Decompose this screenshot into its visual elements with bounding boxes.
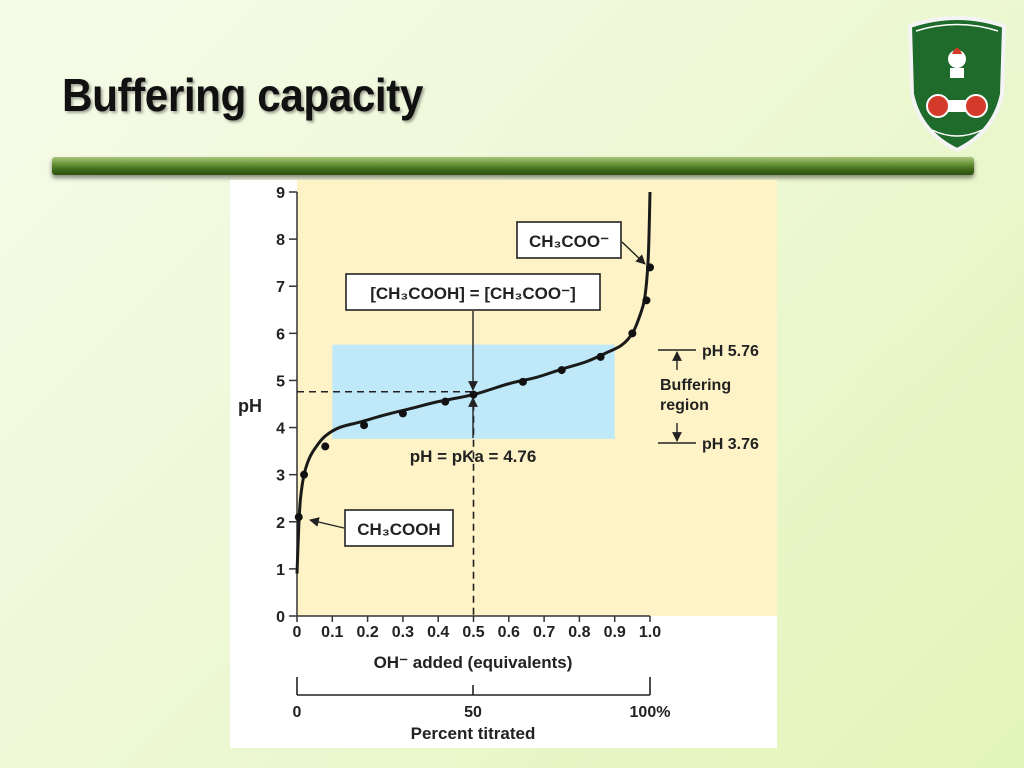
data-point — [360, 421, 369, 430]
data-point — [294, 513, 303, 522]
acid-arrow — [309, 517, 345, 529]
y-tick-label-1: 1 — [276, 562, 285, 579]
data-point — [628, 329, 637, 338]
slide-title: Buffering capacity — [62, 69, 423, 121]
data-point — [300, 470, 309, 479]
y-tick-label-5: 5 — [276, 373, 285, 390]
x-tick-label-7: 0.7 — [533, 624, 555, 641]
y-tick-label-4: 4 — [276, 421, 285, 438]
percent-tick-label-0: 0 — [293, 704, 302, 721]
data-point — [646, 263, 654, 272]
y-tick-label-2: 2 — [276, 515, 285, 532]
x-axis-label: OH⁻ added (equivalents) — [374, 653, 573, 672]
y-tick-label-7: 7 — [276, 279, 285, 296]
acetate-label-box — [516, 221, 622, 259]
ph-upper-label: pH 5.76 — [702, 343, 759, 360]
percent-axis-label: Percent titrated — [411, 724, 536, 743]
y-tick-label-9: 9 — [276, 185, 285, 202]
ph-lower-label: pH 3.76 — [702, 436, 759, 453]
x-tick-label-4: 0.4 — [427, 624, 449, 641]
equal-conc-label: [CH₃COOH] = [CH₃COO⁻] — [370, 284, 576, 303]
buffering-region-label-line1: Buffering — [660, 377, 731, 394]
x-tick-label-9: 0.9 — [604, 624, 626, 641]
university-crest-icon — [907, 16, 1007, 153]
acid-label-box — [344, 509, 454, 547]
x-tick-label-10: 1.0 — [639, 624, 661, 641]
data-point — [441, 397, 450, 406]
data-point — [557, 366, 566, 375]
data-point — [321, 442, 330, 451]
percent-tick-label-100: 100% — [630, 704, 671, 721]
y-tick-label-0: 0 — [276, 609, 285, 626]
acid-label: CH₃COOH — [357, 520, 440, 539]
y-tick-label-6: 6 — [276, 326, 285, 343]
data-point — [596, 352, 605, 361]
pka-label: pH = pKa = 4.76 — [410, 447, 537, 466]
data-point — [642, 296, 651, 305]
y-tick-label-8: 8 — [276, 232, 285, 249]
titration-figure: 0 1 2 3 4 5 6 7 8 9 0 0.1 0.2 0.3 0.4 0.5 0.6 0.7 0.8 0.9 1… — [230, 180, 777, 748]
acetate-arrow — [621, 241, 646, 265]
y-axis-label: pH — [238, 396, 262, 416]
titration-chart: 0 1 2 3 4 5 6 7 8 9 0 0.1 0.2 0.3 0.4 0.5 0.6 0.7 0.8 0.9 1… — [238, 180, 777, 743]
y-tick-label-3: 3 — [276, 468, 285, 485]
x-tick-label-2: 0.2 — [356, 624, 378, 641]
data-point — [518, 377, 527, 386]
x-tick-label-1: 0.1 — [321, 624, 343, 641]
x-tick-label-5: 0.5 — [462, 624, 484, 641]
x-tick-label-8: 0.8 — [568, 624, 590, 641]
buffering-region-label-line2: region — [660, 397, 709, 414]
data-point — [398, 409, 407, 418]
acetate-label: CH₃COO⁻ — [529, 232, 609, 251]
equal-conc-label-box — [345, 273, 601, 311]
data-point — [469, 390, 478, 399]
x-tick-label-6: 0.6 — [498, 624, 520, 641]
percent-tick-label-50: 50 — [464, 704, 482, 721]
x-tick-label-0: 0 — [293, 624, 302, 641]
title-divider — [52, 157, 974, 175]
x-tick-label-3: 0.3 — [392, 624, 414, 641]
